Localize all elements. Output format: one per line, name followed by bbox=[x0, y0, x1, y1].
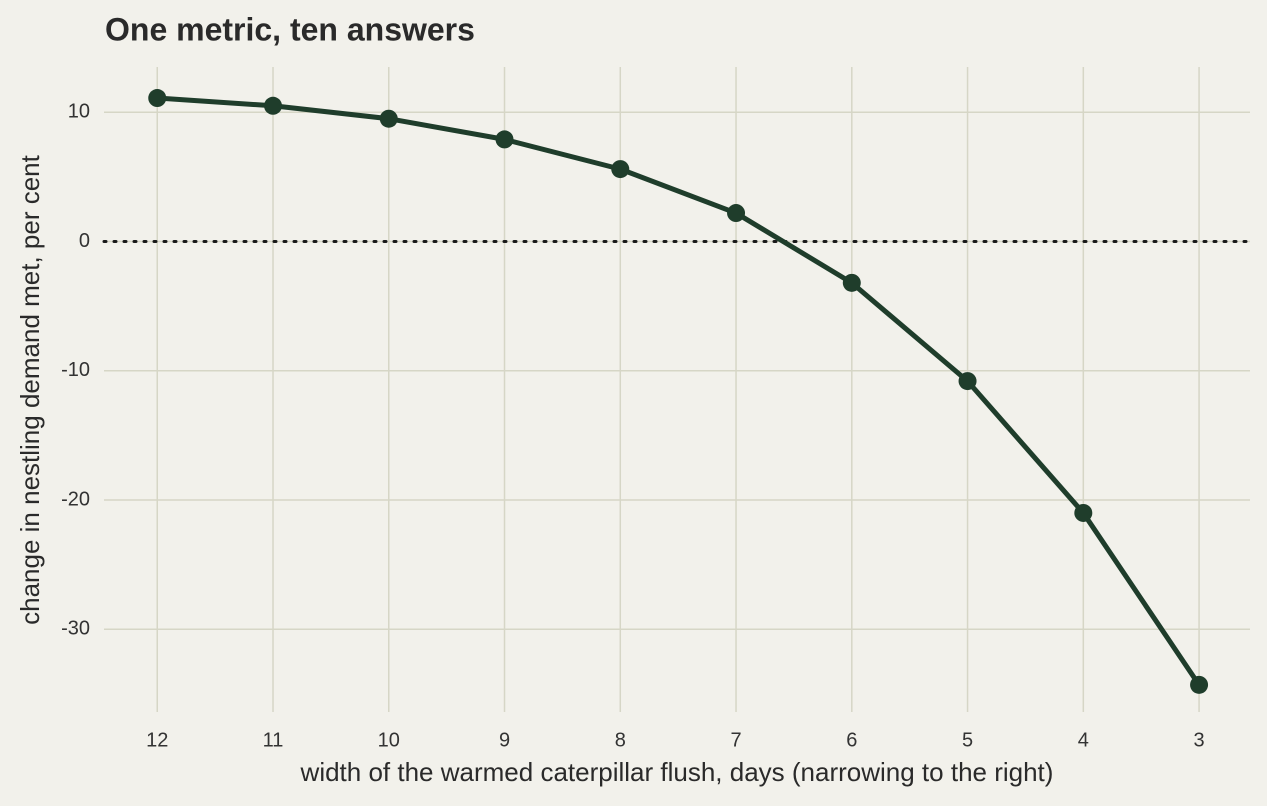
x-tick-label: 4 bbox=[1078, 729, 1089, 751]
y-tick-label: 10 bbox=[68, 101, 90, 123]
x-tick-label: 7 bbox=[730, 729, 741, 751]
x-tick-label: 11 bbox=[263, 729, 284, 751]
point bbox=[727, 204, 746, 223]
line bbox=[157, 95, 1202, 687]
chart-title: One metric, ten answers bbox=[105, 11, 475, 47]
x-tick-label: 3 bbox=[1194, 729, 1205, 751]
point bbox=[611, 160, 630, 179]
point bbox=[1190, 675, 1209, 694]
y-axis-label: change in nestling demand met, per cent bbox=[15, 154, 45, 625]
x-tick-label: 10 bbox=[378, 729, 400, 751]
y-tick-label: -10 bbox=[61, 359, 90, 381]
point bbox=[958, 372, 977, 391]
point bbox=[264, 96, 283, 115]
x-tick-label: 12 bbox=[146, 729, 168, 751]
y-tick-label: -20 bbox=[61, 488, 90, 510]
x-tick-label: 6 bbox=[846, 729, 857, 751]
point bbox=[495, 130, 514, 149]
x-axis-label: width of the warmed caterpillar flush, d… bbox=[300, 757, 1054, 787]
x-tick-label: 5 bbox=[962, 729, 973, 751]
point bbox=[1074, 503, 1093, 522]
point bbox=[379, 109, 398, 128]
y-tick-label: 0 bbox=[79, 230, 90, 252]
point bbox=[148, 89, 167, 108]
point bbox=[842, 273, 861, 292]
x-tick-label: 8 bbox=[615, 729, 626, 751]
y-tick-label: -30 bbox=[61, 618, 90, 640]
x-tick-label: 9 bbox=[499, 729, 510, 751]
